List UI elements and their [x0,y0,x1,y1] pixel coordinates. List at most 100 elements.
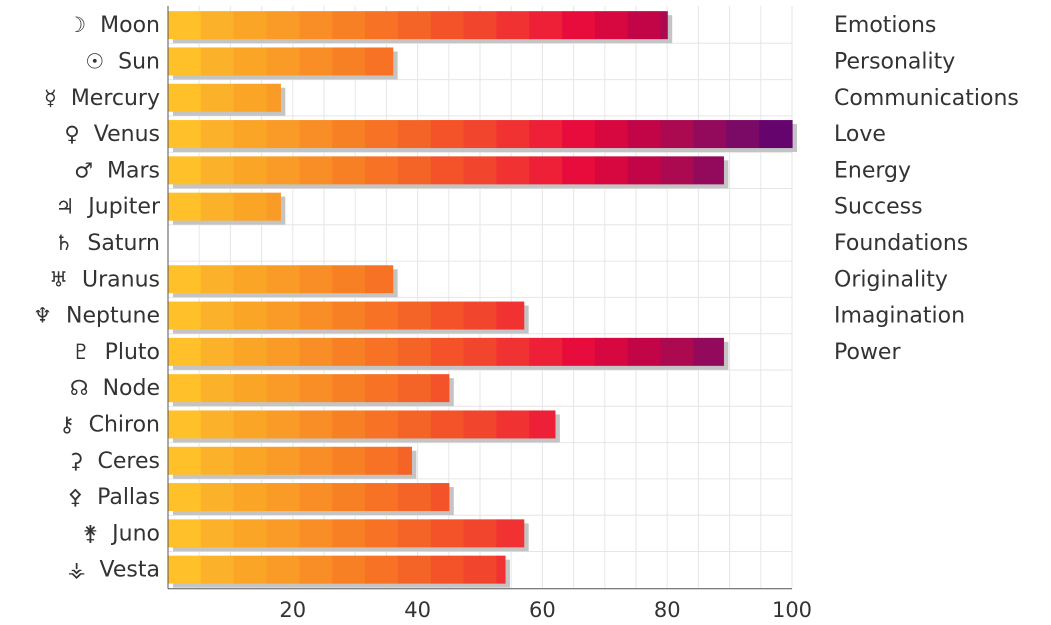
bar-segment [365,265,394,294]
ceres-symbol-icon: ⚳ [68,449,83,473]
bar-segment [496,555,506,584]
bar-segment [562,120,596,149]
bar-segment [332,555,366,584]
bar-segment [397,337,432,366]
bar-segment [168,555,202,584]
meaning-label-energy: Energy [834,158,911,183]
bar-segment [397,301,432,330]
vesta-symbol-icon: ⚶ [68,558,86,582]
bar-segment [233,192,268,221]
bar-segment [529,156,563,185]
bar-segment [332,337,366,366]
x-tick-labels: 20 40 60 80 100 [279,598,812,622]
venus-symbol-icon: ♀ [64,122,79,146]
bar-vesta [168,555,510,588]
bar-segment [233,47,268,76]
bar-segment [168,519,202,548]
bar-segment [233,555,268,584]
bar-node [168,374,454,407]
bar-segment [430,410,465,439]
category-label-neptune: Neptune [66,304,160,329]
bar-segment [332,265,366,294]
bar-segment [496,120,530,149]
bar-segment [233,301,268,330]
meaning-label-communications: Communications [834,86,1019,111]
bar-segment [299,519,333,548]
bar-venus [168,120,797,153]
bar-segment [233,156,268,185]
bar-segment [562,11,596,40]
bar-segment [463,555,498,584]
bar-segment [266,120,300,149]
bar-segment [594,156,629,185]
bar-segment [660,156,695,185]
bar-segment [332,301,366,330]
pluto-symbol-icon: ♇ [72,340,91,364]
bar-moon [168,11,673,44]
bar-segment [332,374,366,403]
bar-segment [562,337,596,366]
bar-segment [168,301,202,330]
bar-segment [365,301,399,330]
bar-segment [168,192,202,221]
category-label-ceres: Ceres [98,449,160,474]
category-label-venus: Venus [94,122,160,147]
bar-segment [266,337,300,366]
bar-segment [266,83,281,112]
bar-segment [660,337,695,366]
bar-segment [726,120,760,149]
bar-segment [332,410,366,439]
bar-segment [496,11,530,40]
meaning-label-originality: Originality [834,267,948,292]
bar-segment [430,555,465,584]
bar-pallas [168,483,454,516]
bar-segment [693,337,724,366]
bar-segment [660,120,695,149]
bar-segment [693,156,724,185]
bar-segment [496,156,530,185]
bar-segment [200,192,235,221]
bar-segment [200,555,235,584]
x-tick-label: 20 [279,598,306,622]
bar-segment [168,265,202,294]
x-tick-label: 80 [654,598,681,622]
bar-segment [233,337,268,366]
meaning-label-power: Power [834,340,901,365]
bar-segment [463,120,498,149]
bar-segment [430,483,450,512]
bar-segment [266,374,300,403]
bar-segment [496,410,530,439]
grid [168,6,793,589]
bar-segment [397,555,432,584]
bar-segment [200,374,235,403]
bar-segment [168,11,202,40]
neptune-symbol-icon: ♆ [33,304,52,328]
bar-segment [299,301,333,330]
category-labels: Moon ☽ Sun ☉ Mercury ☿ Venus ♀ Mars ♂ Jupiter ♃ Satu… [33,13,161,583]
category-label-mars: Mars [107,158,160,183]
bar-segment [430,519,465,548]
bar-segment [233,410,268,439]
bar-segment [200,483,235,512]
bar-chiron [168,410,560,443]
bar-segment [693,120,727,149]
bar-segment [200,156,235,185]
category-label-moon: Moon [100,13,160,38]
bar-segment [430,120,465,149]
bar-segment [266,265,300,294]
saturn-symbol-icon: ♄ [55,231,74,255]
meaning-label-love: Love [834,122,886,147]
bar-segment [365,11,399,40]
bar-ceres [168,446,417,479]
meaning-label-imagination: Imagination [834,304,965,329]
bar-segment [397,11,432,40]
bar-segment [332,483,366,512]
bar-segment [332,11,366,40]
bar-segment [365,446,399,475]
jupiter-symbol-icon: ♃ [55,195,74,219]
bar-segment [299,265,333,294]
bar-segment [168,83,202,112]
bar-segment [200,446,235,475]
bar-segment [463,519,498,548]
chiron-symbol-icon: ⚷ [59,412,74,436]
